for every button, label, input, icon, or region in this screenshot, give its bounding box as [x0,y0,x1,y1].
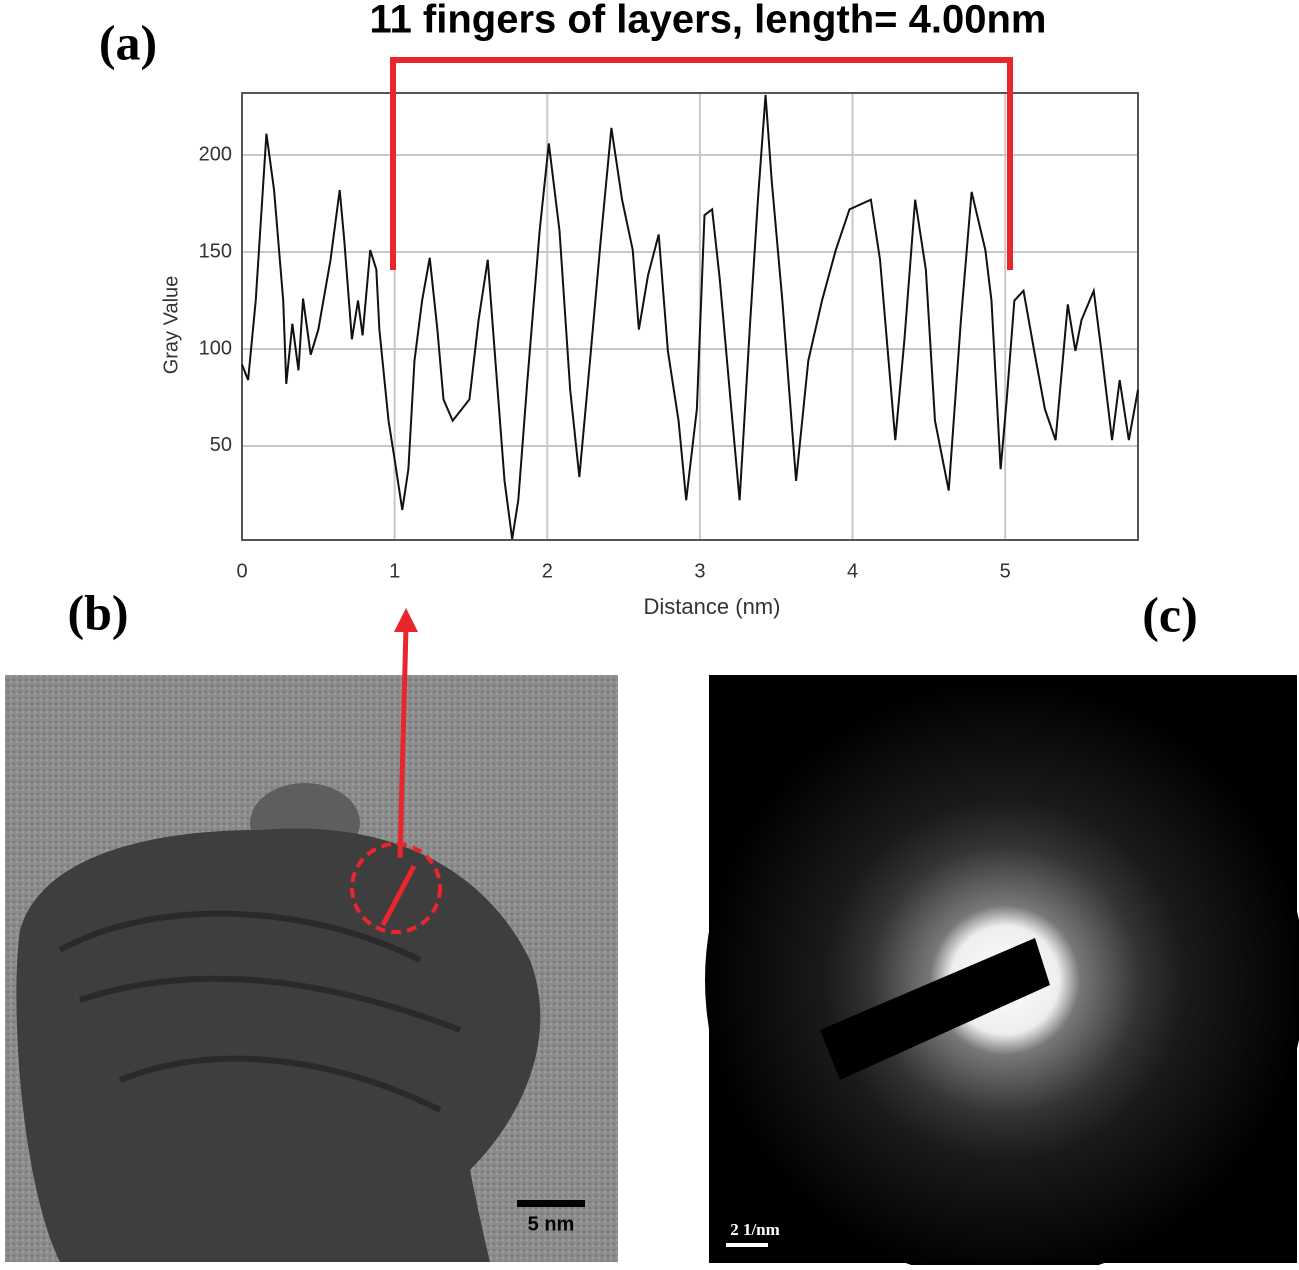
plot-area: 50 100 150 200 0 1 2 3 4 5 [199,92,1139,582]
y-tick-label: 150 [199,240,232,262]
scale-bar-label: 5 nm [528,1213,575,1235]
plot-frame [241,92,1139,541]
y-axis-label: Gray Value [160,276,182,375]
tem-image: 5 nm [5,608,618,1262]
scale-bar-label: 2 1/nm [730,1220,780,1239]
y-tick-label: 100 [199,337,232,359]
x-tick-label: 5 [1000,560,1011,582]
data-line [241,94,1139,540]
diffraction-image: 2 1/nm [705,675,1299,1270]
x-axis-label: Distance (nm) [644,594,781,619]
y-tick-label: 50 [210,434,232,456]
y-tick-label: 200 [199,143,232,165]
panel-label: (a) [99,14,157,70]
panel-label: (c) [1142,586,1198,642]
bracket [390,57,1013,270]
x-tick-label: 1 [389,560,400,582]
x-tick-label: 4 [847,560,858,582]
x-tick-label: 0 [236,560,247,582]
x-tick-label: 2 [542,560,553,582]
chart-title: 11 fingers of layers, length= 4.00nm [370,0,1047,42]
x-tick-label: 3 [694,560,705,582]
panel-label: (b) [67,584,128,640]
